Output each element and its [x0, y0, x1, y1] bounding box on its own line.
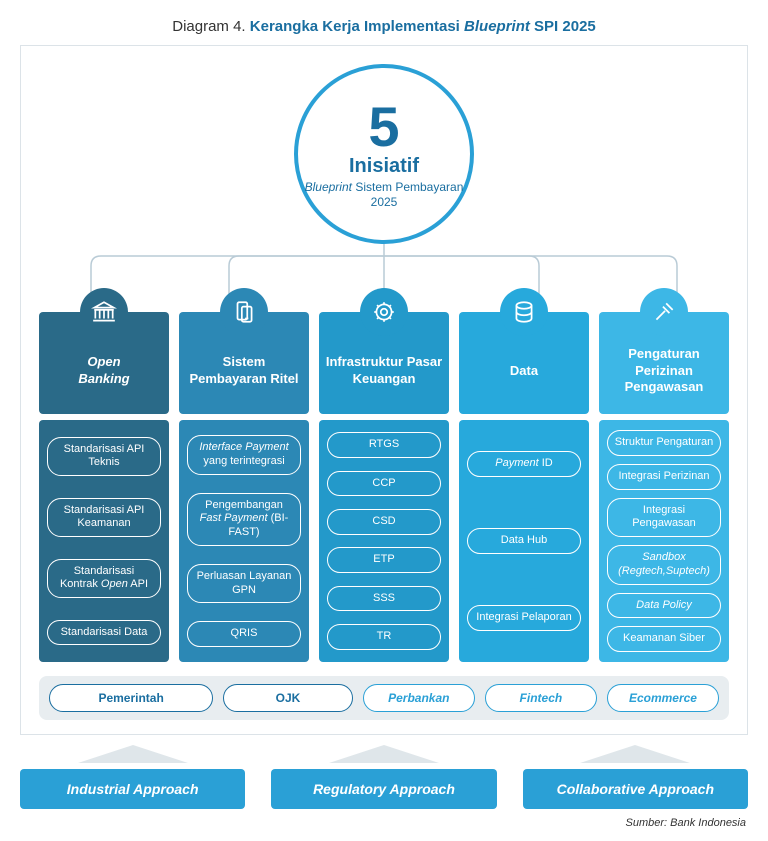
title-bold: Kerangka Kerja Implementasi	[250, 18, 464, 35]
approach-label-0: Industrial Approach	[20, 769, 245, 809]
pillar-2: Infrastruktur Pasar KeuanganRTGSCCPCSDET…	[319, 312, 449, 662]
approach-arrow-1	[329, 745, 439, 763]
center-sub-rest: Sistem Pembayaran 2025	[352, 180, 463, 208]
gear-icon	[360, 288, 408, 336]
pillar-4-item-0: Struktur Pengaturan	[607, 430, 721, 456]
stakeholder-4: Ecommerce	[607, 684, 719, 712]
source-label: Sumber: Bank Indonesia	[0, 817, 746, 829]
approach-1: Regulatory Approach	[271, 745, 496, 809]
pillar-2-item-4: SSS	[327, 586, 441, 612]
title-prefix: Diagram 4.	[172, 18, 250, 35]
stakeholder-0: Pemerintah	[49, 684, 213, 712]
approach-arrow-0	[78, 745, 188, 763]
diagram-frame: 5 Inisiatif Blueprint Sistem Pembayaran …	[20, 45, 748, 735]
approach-2: Collaborative Approach	[523, 745, 748, 809]
pillar-4-item-1: Integrasi Perizinan	[607, 464, 721, 490]
center-wrap: 5 Inisiatif Blueprint Sistem Pembayaran …	[39, 64, 729, 244]
pillar-4-item-2: Integrasi Pengawasan	[607, 498, 721, 538]
center-number: 5	[368, 99, 399, 155]
pillar-3-item-2: Integrasi Pelaporan	[467, 605, 581, 631]
pillar-body-0: Standarisasi API Teknis Standarisasi API …	[39, 420, 169, 662]
pillar-body-4: Struktur Pengaturan Integrasi Perizinan In…	[599, 420, 729, 662]
stakeholder-3: Fintech	[485, 684, 597, 712]
pillar-body-3: Payment ID Data Hub Integrasi Pelaporan	[459, 420, 589, 662]
pillar-body-1: Interface Payment yang terintegrasi Penge…	[179, 420, 309, 662]
pillar-1-item-1: Pengembangan Fast Payment (BI-FAST)	[187, 493, 301, 546]
stakeholder-2: Perbankan	[363, 684, 475, 712]
pillar-4-item-5: Keamanan Siber	[607, 626, 721, 652]
title-italic: Blueprint	[464, 18, 530, 35]
pillar-2-item-1: CCP	[327, 471, 441, 497]
pillar-4: Pengaturan Perizinan PengawasanStruktur …	[599, 312, 729, 662]
pillar-0-item-0: Standarisasi API Teknis	[47, 437, 161, 477]
pillar-0-item-2: Standarisasi Kontrak Open API	[47, 559, 161, 599]
approach-arrow-2	[580, 745, 690, 763]
phone-icon	[220, 288, 268, 336]
pillar-body-2: RTGS CCP CSD ETP SSS TR	[319, 420, 449, 662]
pillar-2-item-2: CSD	[327, 509, 441, 535]
pillar-1-item-3: QRIS	[187, 621, 301, 647]
approaches-row: Industrial Approach Regulatory Approach Co…	[20, 745, 748, 809]
center-circle: 5 Inisiatif Blueprint Sistem Pembayaran …	[294, 64, 474, 244]
title-suffix: SPI 2025	[530, 18, 596, 35]
pillar-0: OpenBankingStandarisasi API TeknisStanda…	[39, 312, 169, 662]
pillar-0-item-3: Standarisasi Data	[47, 620, 161, 646]
diagram-title: Diagram 4. Kerangka Kerja Implementasi B…	[0, 0, 768, 45]
center-sub-italic: Blueprint	[305, 180, 352, 194]
db-icon	[500, 288, 548, 336]
center-label: Inisiatif	[349, 155, 419, 178]
pillar-1-item-2: Perluasan Layanan GPN	[187, 564, 301, 604]
pillar-0-item-1: Standarisasi API Keamanan	[47, 498, 161, 538]
pillars-row: OpenBankingStandarisasi API TeknisStanda…	[39, 312, 729, 662]
pillar-4-item-3: Sandbox (Regtech,Suptech)	[607, 545, 721, 585]
approach-label-2: Collaborative Approach	[523, 769, 748, 809]
pillar-1-item-0: Interface Payment yang terintegrasi	[187, 435, 301, 475]
pillar-4-item-4: Data Policy	[607, 593, 721, 619]
pillar-2-item-3: ETP	[327, 547, 441, 573]
pillar-2-item-0: RTGS	[327, 432, 441, 458]
approach-label-1: Regulatory Approach	[271, 769, 496, 809]
pillar-3-item-0: Payment ID	[467, 451, 581, 477]
pillar-1: Sistem Pembayaran RitelInterface Payment…	[179, 312, 309, 662]
stakeholders-row: Pemerintah OJK Perbankan Fintech Ecommerce	[39, 676, 729, 720]
approach-0: Industrial Approach	[20, 745, 245, 809]
center-sub: Blueprint Sistem Pembayaran 2025	[298, 180, 470, 209]
pillar-3-item-1: Data Hub	[467, 528, 581, 554]
gavel-icon	[640, 288, 688, 336]
pillar-2-item-5: TR	[327, 624, 441, 650]
pillar-3: DataPayment IDData HubIntegrasi Pelapora…	[459, 312, 589, 662]
stakeholder-1: OJK	[223, 684, 352, 712]
bank-icon	[80, 288, 128, 336]
